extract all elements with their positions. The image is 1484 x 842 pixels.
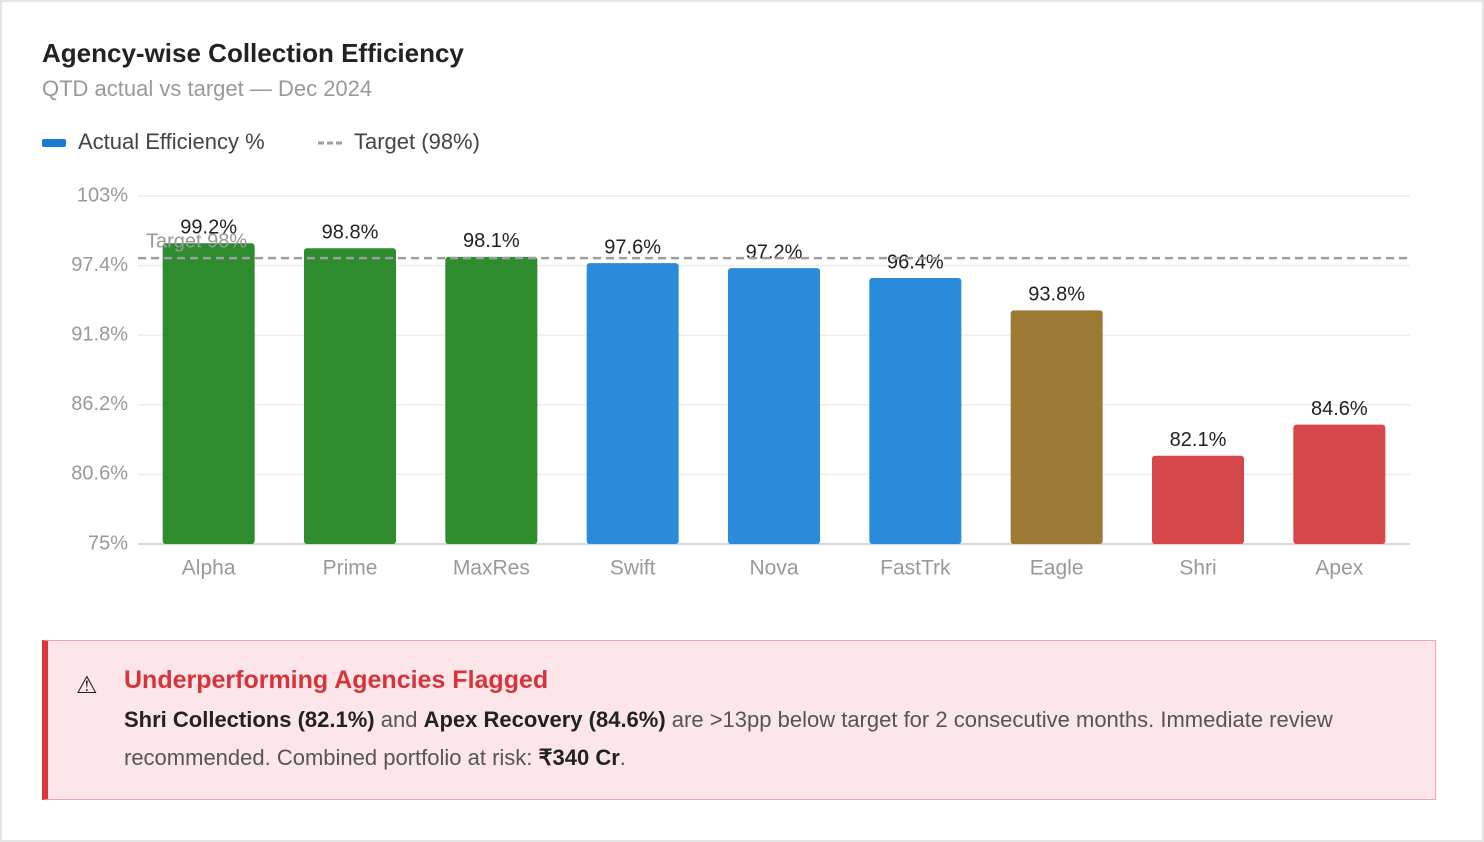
alert-emphasis: Apex Recovery (84.6%) (423, 707, 666, 732)
bar (1293, 424, 1386, 544)
chart-subtitle: QTD actual vs target — Dec 2024 (42, 76, 372, 101)
x-tick-label: FastTrk (880, 557, 951, 580)
x-tick-label: Apex (1315, 557, 1363, 580)
x-tick-label: Swift (610, 557, 656, 580)
x-tick-label: Shri (1179, 557, 1216, 580)
alert-icon: ⚠ (76, 672, 98, 699)
bar (445, 256, 538, 544)
bar (728, 268, 820, 544)
bar (162, 243, 255, 544)
chart-title: Agency-wise Collection Efficiency (42, 38, 464, 68)
alert-text: are >13pp below target for 2 consecutive… (124, 707, 1333, 770)
data-label: 98.8% (322, 221, 379, 243)
data-label: 84.6% (1311, 398, 1368, 420)
y-tick-label: 75% (88, 532, 128, 554)
alert-box: ⚠ Underperforming Agencies Flagged Shri … (42, 640, 1436, 800)
y-tick-label: 97.4% (71, 254, 128, 276)
alert-text: and (374, 707, 424, 732)
y-tick-label: 103% (77, 184, 128, 206)
chart: Agency-wise Collection Efficiency QTD ac… (42, 38, 1410, 580)
legend-swatch (42, 139, 66, 147)
target-label: Target 98% (146, 230, 247, 252)
alert-body: Shri Collections (82.1%) and Apex Recove… (124, 701, 1394, 777)
bar (304, 248, 396, 544)
bar (1010, 310, 1103, 544)
x-tick-label: Alpha (182, 557, 236, 580)
x-tick-label: Prime (323, 557, 378, 580)
legend-label: Target (98%) (354, 129, 480, 154)
data-label: 99.2% (180, 217, 237, 239)
alert-emphasis: ₹340 Cr (538, 745, 620, 770)
alert-emphasis: Shri Collections (82.1%) (124, 707, 375, 732)
bar (869, 278, 962, 544)
bar (586, 263, 679, 544)
data-label: 96.4% (887, 251, 944, 273)
data-label: 97.6% (604, 236, 661, 258)
y-tick-label: 86.2% (71, 393, 128, 415)
alert-title: Underperforming Agencies Flagged (124, 666, 549, 694)
x-tick-label: Eagle (1030, 557, 1084, 580)
y-tick-label: 80.6% (71, 463, 128, 485)
x-tick-label: MaxRes (453, 557, 530, 580)
bar (1152, 455, 1244, 544)
data-label: 98.1% (463, 230, 520, 252)
y-tick-label: 91.8% (71, 323, 128, 345)
x-tick-label: Nova (749, 557, 798, 580)
alert-text: . (619, 745, 626, 770)
data-label: 97.2% (746, 241, 803, 263)
data-label: 93.8% (1028, 284, 1085, 306)
legend-label: Actual Efficiency % (78, 129, 265, 154)
data-label: 82.1% (1170, 429, 1227, 451)
